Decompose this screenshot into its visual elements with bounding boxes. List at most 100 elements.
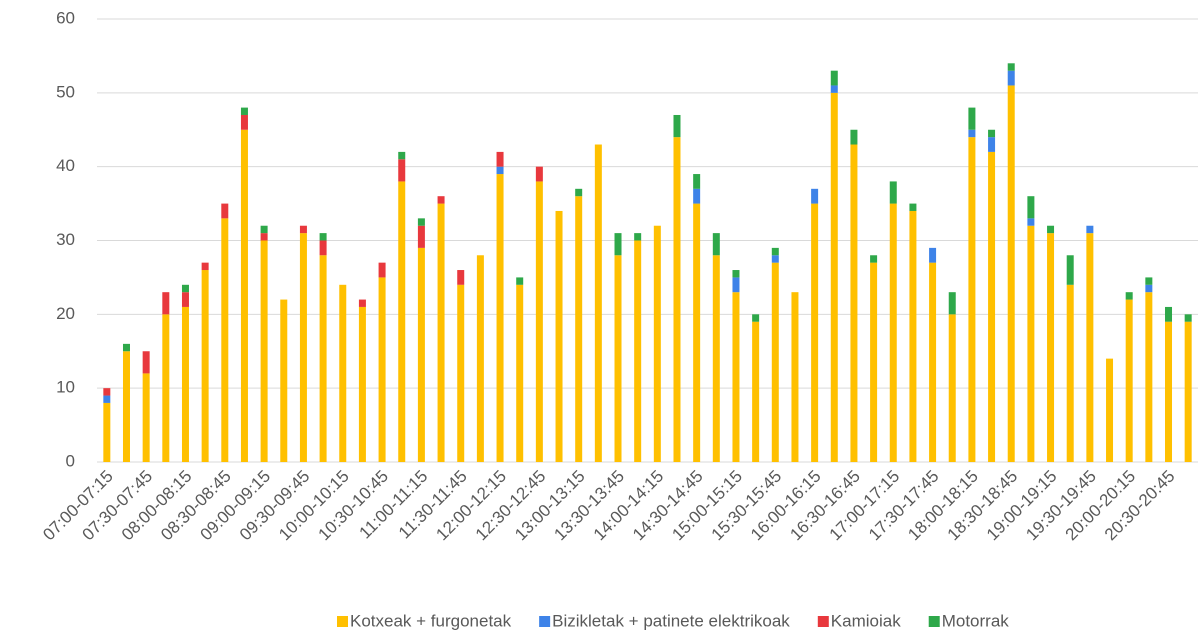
bar-segment bbox=[299, 233, 307, 462]
bar-segment bbox=[319, 240, 327, 256]
bar-segment bbox=[968, 137, 976, 462]
bar-segment bbox=[201, 262, 209, 271]
bar-segment bbox=[929, 262, 937, 462]
bar-segment bbox=[1165, 321, 1173, 462]
bar-segment bbox=[1066, 255, 1074, 285]
bar-segment bbox=[378, 277, 386, 462]
bar-segment bbox=[870, 255, 878, 263]
bar-segment bbox=[889, 203, 897, 463]
bar-segment bbox=[103, 388, 111, 396]
bar-segment bbox=[948, 314, 956, 462]
bar-segment bbox=[1106, 358, 1114, 462]
bar-segment bbox=[634, 233, 642, 241]
bar-segment bbox=[811, 203, 819, 463]
bar-segment bbox=[1145, 284, 1153, 293]
bar-segment bbox=[1047, 225, 1055, 234]
bar-segment bbox=[437, 203, 445, 463]
bar-segment bbox=[1066, 284, 1074, 462]
legend-swatch bbox=[928, 616, 940, 627]
bar-segment bbox=[988, 137, 996, 152]
bar-segment bbox=[398, 159, 406, 182]
bar-segment bbox=[850, 129, 858, 145]
bar-segment bbox=[142, 373, 150, 462]
bar-segment bbox=[673, 137, 681, 462]
bar-segment bbox=[457, 284, 465, 462]
bar-segment bbox=[535, 181, 543, 462]
bar-segment bbox=[260, 233, 268, 241]
bar-segment bbox=[811, 188, 819, 204]
bar-segment bbox=[319, 255, 327, 462]
bar-segment bbox=[791, 292, 799, 462]
bar-segment bbox=[122, 343, 130, 352]
bar-segment bbox=[476, 255, 484, 462]
bar-segment bbox=[1125, 299, 1133, 462]
y-tick-label: 20 bbox=[56, 304, 75, 323]
bar-segment bbox=[221, 203, 229, 219]
bar-segment bbox=[1086, 225, 1094, 234]
legend-swatch bbox=[539, 616, 551, 627]
bar-segment bbox=[771, 262, 779, 462]
legend-swatch bbox=[817, 616, 829, 627]
bar-segment bbox=[988, 129, 996, 138]
bar-segment bbox=[850, 144, 858, 462]
bar-segment bbox=[909, 203, 917, 211]
bar-segment bbox=[830, 92, 838, 462]
bar-segment bbox=[398, 151, 406, 160]
bar-segment bbox=[771, 247, 779, 256]
bar-segment bbox=[1027, 225, 1035, 462]
bar-segment bbox=[1125, 292, 1133, 300]
bar-segment bbox=[378, 262, 386, 278]
bar-segment bbox=[339, 284, 347, 462]
bar-segment bbox=[437, 196, 445, 204]
bar-segment bbox=[634, 240, 642, 462]
bar-segment bbox=[948, 292, 956, 315]
bar-segment bbox=[732, 270, 740, 278]
bar-segment bbox=[516, 284, 524, 462]
y-tick-label: 40 bbox=[56, 156, 75, 175]
bar-segment bbox=[103, 395, 111, 403]
bar-segment bbox=[830, 85, 838, 93]
bar-segment bbox=[929, 247, 937, 263]
bar-segment bbox=[889, 181, 897, 204]
bar-segment bbox=[673, 114, 681, 138]
y-tick-label: 30 bbox=[56, 230, 75, 249]
bar-segment bbox=[575, 196, 583, 462]
bar-segment bbox=[1145, 277, 1153, 285]
bar-segment bbox=[712, 255, 720, 462]
bar-segment bbox=[398, 181, 406, 462]
bar-segment bbox=[181, 306, 189, 462]
bar-segment bbox=[909, 210, 917, 462]
bar-segment bbox=[280, 299, 288, 462]
y-tick-label: 0 bbox=[66, 451, 75, 470]
bar-segment bbox=[614, 255, 622, 462]
bar-segment bbox=[732, 292, 740, 462]
bar-segment bbox=[299, 225, 307, 234]
bar-segment bbox=[752, 321, 760, 462]
bar-segment bbox=[1086, 233, 1094, 462]
bar-segment bbox=[830, 70, 838, 86]
bar-segment bbox=[319, 233, 327, 241]
bar-segment bbox=[417, 218, 425, 226]
bar-segment bbox=[457, 270, 465, 285]
legend-label: Motorrak bbox=[942, 611, 1010, 630]
bar-segment bbox=[181, 292, 189, 307]
bar-segment bbox=[142, 351, 150, 374]
bar-segment bbox=[1007, 70, 1015, 86]
bar-segment bbox=[693, 188, 701, 204]
bar-segment bbox=[162, 314, 170, 462]
legend-label: Kotxeak + furgonetak bbox=[350, 611, 512, 630]
y-tick-label: 60 bbox=[56, 8, 75, 27]
bar-segment bbox=[1027, 218, 1035, 226]
bar-segment bbox=[1145, 292, 1153, 462]
bar-segment bbox=[240, 129, 248, 462]
bar-segment bbox=[1165, 306, 1173, 322]
bar-segment bbox=[771, 255, 779, 263]
bar-segment bbox=[201, 270, 209, 462]
bar-segment bbox=[732, 277, 740, 293]
bar-segment bbox=[417, 225, 425, 248]
bar-segment bbox=[575, 188, 583, 197]
bar-segment bbox=[693, 203, 701, 463]
bar-segment bbox=[358, 299, 366, 307]
bar-segment bbox=[653, 225, 661, 462]
bar-segment bbox=[1027, 196, 1035, 219]
